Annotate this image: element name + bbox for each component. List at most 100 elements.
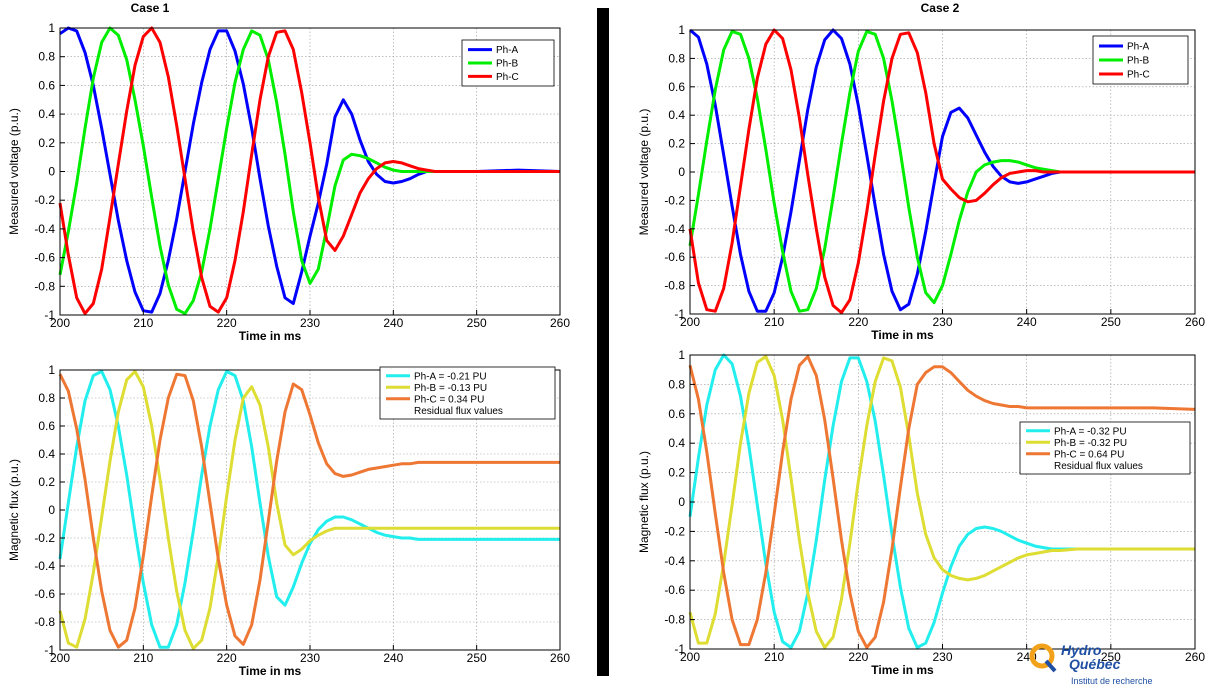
- x-tick-label: 260: [1185, 315, 1205, 329]
- x-tick-label: 250: [467, 316, 487, 330]
- chart-panel-1: 200 210 220 230 240 250 260 -1 -0.8 -0.6 -0.4 -0.2 0…: [7, 1, 570, 343]
- y-tick-label: -0.4: [664, 222, 685, 236]
- legend-entry: Ph-A = -0.21 PU: [414, 371, 487, 382]
- y-tick-label: 1: [48, 363, 55, 377]
- x-tick-label: 210: [764, 315, 784, 329]
- chart-title: Case 2: [921, 1, 960, 15]
- x-tick-label: 260: [550, 651, 570, 665]
- y-tick-label: 0.2: [668, 137, 685, 151]
- y-axis-label: Magnetic flux (p.u.): [637, 451, 651, 553]
- legend-note: Residual flux values: [414, 406, 503, 417]
- legend-entry: Ph-C: [1127, 70, 1150, 81]
- y-tick-label: 1: [678, 23, 685, 37]
- x-tick-label: 220: [217, 651, 237, 665]
- y-tick-label: 1: [48, 21, 55, 35]
- x-tick-label: 240: [383, 316, 403, 330]
- legend-entry: Ph-A = -0.32 PU: [1054, 426, 1127, 437]
- y-tick-label: -0.4: [34, 222, 55, 236]
- chart-title: Case 1: [131, 1, 170, 15]
- y-tick-label: 0.6: [668, 407, 685, 421]
- x-tick-label: 260: [550, 316, 570, 330]
- y-tick-label: -0.2: [34, 531, 55, 545]
- legend-entry: Ph-C: [496, 72, 519, 83]
- y-tick-label: -0.6: [34, 251, 55, 265]
- y-tick-label: 0.8: [668, 377, 685, 391]
- y-tick-label: 0: [48, 165, 55, 179]
- x-tick-label: 220: [217, 316, 237, 330]
- y-tick-label: -0.8: [34, 615, 55, 629]
- x-tick-label: 210: [133, 651, 153, 665]
- y-tick-label: 0.4: [38, 447, 55, 461]
- x-tick-label: 230: [300, 316, 320, 330]
- legend-entry: Ph-B = -0.13 PU: [414, 383, 487, 394]
- y-tick-label: -0.4: [34, 559, 55, 573]
- x-tick-label: 250: [1101, 315, 1121, 329]
- x-tick-label: 230: [932, 650, 952, 664]
- y-tick-label: 0.2: [38, 475, 55, 489]
- y-tick-label: 0: [48, 503, 55, 517]
- y-tick-label: 0.4: [668, 436, 685, 450]
- y-tick-label: -0.4: [664, 554, 685, 568]
- x-axis-label: Time in ms: [871, 663, 934, 677]
- y-tick-label: -1: [44, 643, 55, 657]
- chart-panel-4: 200 210 220 230 240 250 260-1-0.8-0.6-0.4-0.20…: [637, 348, 1205, 677]
- hydro-quebec-q-icon: [1027, 642, 1059, 674]
- x-tick-label: 240: [383, 651, 403, 665]
- y-axis-label: Measured voltage (p.u.): [637, 109, 651, 236]
- legend-entry: Ph-B: [496, 59, 519, 70]
- legend: Ph-A Ph-B Ph-C: [462, 40, 554, 86]
- y-tick-label: -0.2: [34, 193, 55, 207]
- x-tick-label: 210: [133, 316, 153, 330]
- y-tick-label: 0.8: [38, 391, 55, 405]
- x-axis-label: Time in ms: [871, 328, 934, 342]
- legend-entry: Ph-B = -0.32 PU: [1054, 438, 1127, 449]
- legend: Ph-A Ph-B Ph-C: [1093, 36, 1188, 84]
- y-tick-label: -0.2: [664, 524, 685, 538]
- logo-subtitle: Institut de recherche: [1071, 676, 1153, 686]
- legend-entry: Ph-C = 0.34 PU: [414, 394, 484, 405]
- y-tick-label: 0: [678, 165, 685, 179]
- y-tick-label: 0.8: [668, 51, 685, 65]
- y-tick-label: 1: [678, 348, 685, 362]
- x-tick-label: 210: [764, 650, 784, 664]
- y-tick-label: 0.8: [38, 50, 55, 64]
- y-tick-label: -0.8: [664, 613, 685, 627]
- x-tick-label: 230: [300, 651, 320, 665]
- chart-panel-3: 200 210 220 230 240 250 260 -1 -0.8 -0.6 -0.4 -0.2 0…: [7, 363, 570, 678]
- legend-entry: Ph-C = 0.64 PU: [1054, 449, 1124, 460]
- x-tick-label: 220: [848, 315, 868, 329]
- y-axis-label: Measured voltage (p.u.): [7, 108, 21, 235]
- y-tick-label: 0.4: [38, 107, 55, 121]
- y-tick-label: 0: [678, 495, 685, 509]
- y-tick-label: -1: [674, 307, 685, 321]
- y-axis-label: Magnetic flux (p.u.): [7, 459, 21, 561]
- legend-entry: Ph-B: [1127, 56, 1150, 67]
- y-tick-label: 0.6: [38, 78, 55, 92]
- y-tick-label: 0.2: [38, 136, 55, 150]
- legend-entry: Ph-A: [496, 45, 519, 56]
- y-tick-label: -0.8: [34, 279, 55, 293]
- hydro-quebec-logo: Hydro Québec Institut de recherche: [1027, 642, 1199, 690]
- y-tick-label: -1: [674, 642, 685, 656]
- y-tick-label: -0.8: [664, 279, 685, 293]
- x-axis-label: Time in ms: [239, 329, 302, 343]
- panel-divider: [597, 8, 609, 676]
- x-tick-label: 220: [848, 650, 868, 664]
- y-tick-label: -0.2: [664, 193, 685, 207]
- x-tick-label: 250: [467, 651, 487, 665]
- x-axis-label: Time in ms: [239, 664, 302, 678]
- y-tick-label: 0.6: [38, 419, 55, 433]
- y-tick-label: 0.2: [668, 466, 685, 480]
- y-tick-label: -0.6: [34, 587, 55, 601]
- x-tick-label: 230: [932, 315, 952, 329]
- chart-panel-2: 200 210 220 230 240 250 260 -1 -0.8 -0.6 -0.4 -0.2 0…: [637, 1, 1205, 342]
- y-tick-label: -0.6: [664, 250, 685, 264]
- logo-name-line2: Québec: [1069, 656, 1120, 672]
- legend-entry: Ph-A: [1127, 42, 1150, 53]
- x-tick-label: 240: [1017, 315, 1037, 329]
- y-tick-label: -0.6: [664, 583, 685, 597]
- legend-note: Residual flux values: [1054, 461, 1143, 472]
- y-tick-label: -1: [44, 308, 55, 322]
